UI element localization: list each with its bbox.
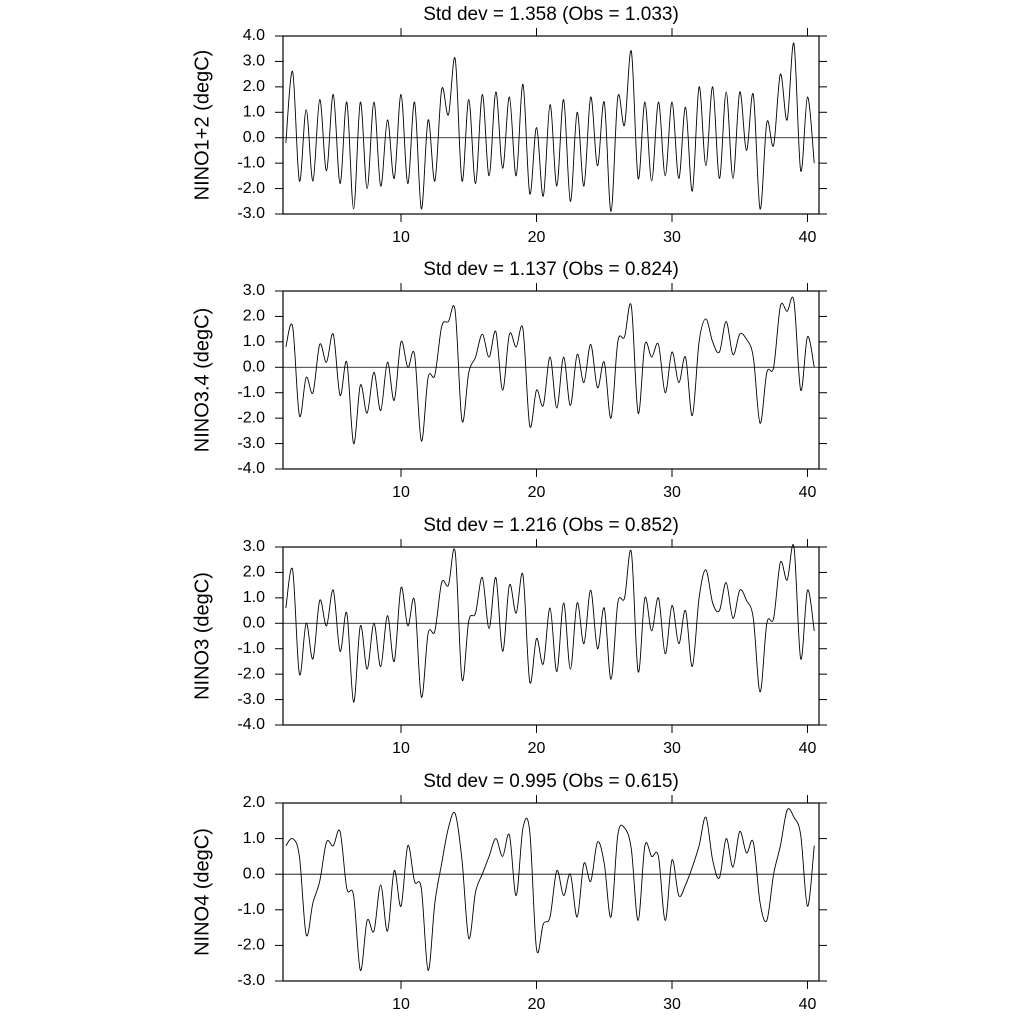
panel: Std dev = 1.137 (Obs = 0.824) NINO3.4 (de… xyxy=(191,259,827,501)
x-tick-label: 30 xyxy=(663,740,681,757)
x-tick-label: 10 xyxy=(392,740,410,757)
x-tick-label: 20 xyxy=(528,484,546,501)
data-line xyxy=(285,808,815,971)
x-tick-label: 40 xyxy=(799,740,817,757)
panel-title: Std dev = 1.137 (Obs = 0.824) xyxy=(423,259,679,280)
panel: Std dev = 1.216 (Obs = 0.852) NINO3 (degC… xyxy=(191,515,827,757)
x-tick-label: 40 xyxy=(799,229,817,246)
plot-frame xyxy=(282,290,820,470)
y-axis-label: NINO4 (degC) xyxy=(191,828,213,956)
y-tick-label: 4.0 xyxy=(243,27,265,44)
y-tick-label: 0.0 xyxy=(243,615,265,632)
y-tick-label: 0.0 xyxy=(243,129,265,146)
x-tick-label: 40 xyxy=(799,484,817,501)
y-tick-label: 1.0 xyxy=(243,589,265,606)
y-tick-label: 1.0 xyxy=(243,830,265,847)
y-tick-label: 0.0 xyxy=(243,865,265,882)
y-tick-label: -4.0 xyxy=(237,460,265,477)
y-tick-label: 0.0 xyxy=(243,359,265,376)
y-tick-label: -3.0 xyxy=(237,972,265,989)
data-line xyxy=(285,544,815,703)
x-tick-label: 20 xyxy=(528,996,546,1013)
y-tick-label: 2.0 xyxy=(243,308,265,325)
y-axis-label: NINO3 (degC) xyxy=(191,572,213,700)
y-tick-label: -2.0 xyxy=(237,665,265,682)
y-tick-label: -2.0 xyxy=(237,937,265,954)
y-tick-label: 2.0 xyxy=(243,794,265,811)
panel-title: Std dev = 1.358 (Obs = 1.033) xyxy=(423,4,679,25)
y-tick-label: -1.0 xyxy=(237,384,265,401)
data-line xyxy=(285,296,815,445)
y-tick-label: 3.0 xyxy=(243,282,265,299)
y-tick-label: 1.0 xyxy=(243,333,265,350)
y-tick-label: 1.0 xyxy=(243,104,265,121)
y-tick-label: -1.0 xyxy=(237,154,265,171)
y-axis-label: NINO1+2 (degC) xyxy=(191,50,213,201)
x-tick-label: 30 xyxy=(663,996,681,1013)
y-tick-label: -1.0 xyxy=(237,640,265,657)
panel: Std dev = 1.358 (Obs = 1.033) NINO1+2 (de… xyxy=(191,4,827,246)
x-tick-label: 10 xyxy=(392,484,410,501)
x-tick-label: 20 xyxy=(528,740,546,757)
panel: Std dev = 0.995 (Obs = 0.615) NINO4 (degC… xyxy=(191,771,827,1013)
panel-title: Std dev = 0.995 (Obs = 0.615) xyxy=(423,771,679,792)
y-axis-label: NINO3.4 (degC) xyxy=(191,308,213,453)
panel-title: Std dev = 1.216 (Obs = 0.852) xyxy=(423,515,679,536)
plot-frame xyxy=(282,546,820,726)
y-tick-label: -3.0 xyxy=(237,435,265,452)
y-tick-label: -1.0 xyxy=(237,901,265,918)
data-line xyxy=(285,43,815,212)
y-tick-label: 3.0 xyxy=(243,53,265,70)
plot-frame xyxy=(282,35,820,215)
y-tick-label: 3.0 xyxy=(243,538,265,555)
y-tick-label: -4.0 xyxy=(237,716,265,733)
x-tick-label: 30 xyxy=(663,484,681,501)
y-tick-label: -3.0 xyxy=(237,205,265,222)
x-tick-label: 30 xyxy=(663,229,681,246)
x-tick-label: 10 xyxy=(392,229,410,246)
x-tick-label: 10 xyxy=(392,996,410,1013)
y-tick-label: -3.0 xyxy=(237,691,265,708)
y-tick-label: 2.0 xyxy=(243,564,265,581)
x-tick-label: 20 xyxy=(528,229,546,246)
x-tick-label: 40 xyxy=(799,996,817,1013)
y-tick-label: 2.0 xyxy=(243,78,265,95)
plot-frame xyxy=(282,802,820,982)
y-tick-label: -2.0 xyxy=(237,409,265,426)
y-tick-label: -2.0 xyxy=(237,180,265,197)
